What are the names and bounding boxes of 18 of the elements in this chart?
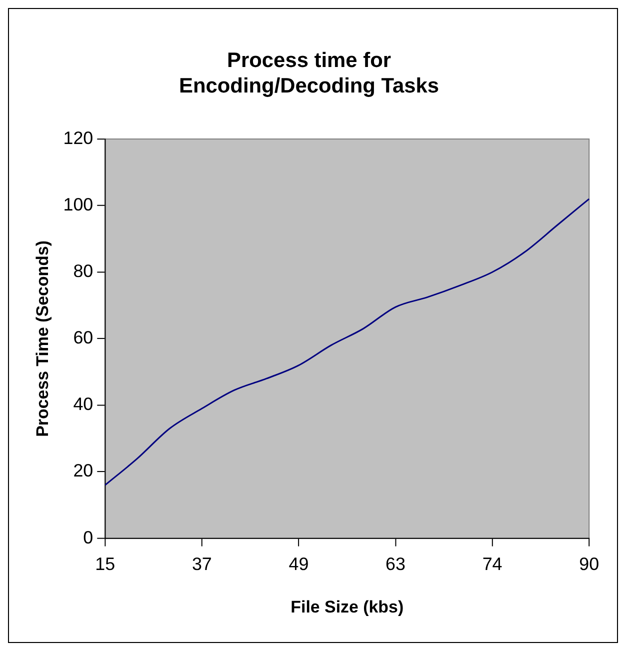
line-series (104, 198, 590, 486)
x-tick-label: 90 (579, 554, 600, 574)
x-tick-label: 49 (288, 554, 309, 574)
y-tick-label: 120 (63, 128, 94, 148)
text: Encoding/Decoding Tasks (179, 74, 440, 98)
y-tick-label: 20 (73, 460, 94, 481)
x-tick-label: 15 (95, 554, 116, 574)
x-tick-label: 63 (386, 554, 406, 574)
y-tick-label: 40 (73, 394, 94, 414)
y-tick-label: 100 (63, 194, 94, 214)
y-axis-title: Process Time (Seconds) (32, 240, 52, 437)
y-tick-label: 0 (83, 527, 94, 548)
y-tick-label: 60 (73, 328, 94, 348)
text: Process time for (227, 49, 391, 72)
y-tick-label: 80 (73, 261, 94, 282)
x-axis-title: File Size (kbs) (290, 598, 404, 617)
x-tick-label: 37 (192, 554, 212, 574)
x-tick-label: 74 (482, 554, 502, 574)
